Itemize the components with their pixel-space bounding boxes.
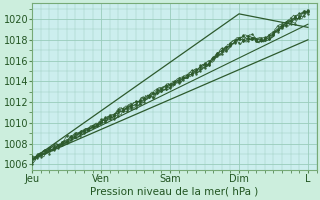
X-axis label: Pression niveau de la mer( hPa ): Pression niveau de la mer( hPa ) — [90, 187, 259, 197]
